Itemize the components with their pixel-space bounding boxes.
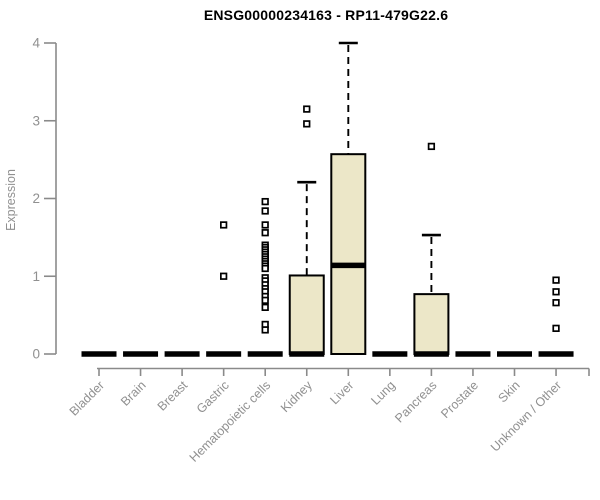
outlier-point bbox=[552, 276, 560, 284]
outlier-point bbox=[427, 142, 436, 151]
outlier-point bbox=[552, 324, 560, 332]
outlier-point bbox=[261, 207, 269, 215]
x-tick-label: Liver bbox=[327, 378, 356, 407]
x-tick-label: Breast bbox=[155, 378, 191, 414]
outlier-point bbox=[552, 299, 560, 307]
box-body bbox=[413, 293, 450, 356]
outlier-point bbox=[261, 197, 269, 206]
outlier-point bbox=[303, 120, 311, 128]
outlier-point bbox=[552, 288, 560, 296]
y-tick-label: 0 bbox=[32, 347, 40, 362]
outlier-point bbox=[220, 272, 228, 280]
x-tick-label: Lung bbox=[368, 378, 398, 408]
x-tick-label: Pancreas bbox=[392, 378, 439, 425]
x-tick-label: Prostate bbox=[438, 378, 481, 421]
y-tick-label: 2 bbox=[32, 191, 40, 206]
chart-title: ENSG00000234163 - RP11-479G22.6 bbox=[203, 7, 449, 23]
x-tick-label: Skin bbox=[496, 378, 523, 405]
x-tick-label: Kidney bbox=[278, 378, 315, 415]
outlier-point bbox=[261, 296, 269, 305]
y-tick-label: 3 bbox=[32, 113, 40, 128]
x-tick-label: Gastric bbox=[194, 378, 232, 416]
outlier-point bbox=[303, 105, 311, 113]
x-tick-label: Bladder bbox=[67, 378, 107, 418]
outlier-point bbox=[261, 326, 269, 334]
outlier-point bbox=[261, 221, 269, 229]
box-body bbox=[330, 153, 367, 355]
y-tick-label: 1 bbox=[32, 269, 40, 284]
outlier-point bbox=[261, 303, 269, 311]
outlier-point bbox=[261, 229, 269, 237]
y-tick-label: 4 bbox=[32, 36, 40, 51]
x-tick-label: Hematopoietic cells bbox=[187, 378, 274, 465]
x-tick-label: Unknown / Other bbox=[488, 378, 564, 454]
outlier-point bbox=[261, 264, 269, 273]
x-tick-label: Brain bbox=[118, 378, 149, 409]
box-body bbox=[288, 274, 325, 355]
outlier-point bbox=[220, 221, 228, 229]
